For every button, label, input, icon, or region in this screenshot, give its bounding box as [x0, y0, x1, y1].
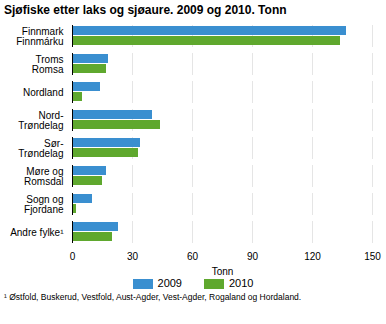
html-text:Sjøfiske etter laks og sjøaure: Sjøfiske etter laks og sjøaure. 2009 og … — [4, 3, 287, 17]
svg-text:Sogn ogFjordane: Sogn ogFjordane — [24, 194, 64, 215]
svg-text:30: 30 — [127, 251, 139, 262]
svg-text:150: 150 — [364, 251, 381, 262]
svg-text:120: 120 — [304, 251, 321, 262]
svg-text:Nord-Trøndelag: Nord-Trøndelag — [18, 110, 63, 131]
svg-text:TromsRomsa: TromsRomsa — [32, 54, 64, 75]
html-text:2009: 2009 — [157, 277, 182, 289]
svg-text:Møre ogRomsdal: Møre ogRomsdal — [24, 166, 63, 187]
html-text:¹ Østfold, Buskerud, Vestfold,: ¹ Østfold, Buskerud, Vestfold, Aust-Agde… — [4, 292, 302, 303]
svg-text:Sør-Trøndelag: Sør-Trøndelag — [18, 138, 63, 159]
svg-text:Andre fylke¹: Andre fylke¹ — [10, 227, 64, 238]
svg-text:Nordland: Nordland — [23, 87, 64, 98]
svg-text:90: 90 — [247, 251, 259, 262]
html-text:2010: 2010 — [229, 277, 254, 289]
svg-text:Tonn: Tonn — [212, 266, 234, 277]
svg-text:60: 60 — [187, 251, 199, 262]
svg-text:FinnmarkFinnmárku: FinnmarkFinnmárku — [16, 26, 64, 47]
svg-text:0: 0 — [70, 251, 76, 262]
